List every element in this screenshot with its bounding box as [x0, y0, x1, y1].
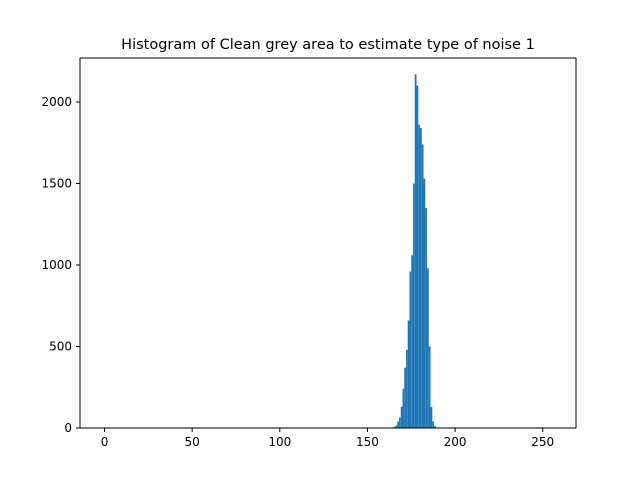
chart-title: Histogram of Clean grey area to estimate… [121, 37, 535, 53]
x-tick-label: 250 [531, 435, 554, 449]
y-tick-label: 1000 [41, 258, 72, 272]
histogram-bar [395, 425, 398, 428]
histogram-bar [427, 268, 429, 428]
x-tick-label: 150 [356, 435, 379, 449]
histogram-bar [428, 346, 431, 428]
x-tick-label: 50 [185, 435, 200, 449]
y-tick-label: 2000 [41, 95, 72, 109]
histogram-bar [425, 207, 428, 428]
histogram-bar [397, 421, 399, 428]
x-tick-label: 200 [444, 435, 467, 449]
histogram-bar [430, 406, 433, 428]
histogram-bar [402, 388, 405, 428]
histogram-bar [398, 417, 401, 428]
histogram-bar [393, 426, 396, 428]
y-tick-label: 0 [64, 421, 72, 435]
x-tick-label: 0 [101, 435, 109, 449]
histogram-bar [418, 124, 421, 429]
histogram-bar [400, 406, 403, 428]
histogram-bar [407, 320, 410, 428]
histogram-bar [423, 178, 426, 428]
histogram-bar [409, 271, 412, 428]
histogram-bar [404, 367, 406, 428]
histogram-bar [405, 349, 408, 428]
histogram-bar [421, 144, 424, 428]
bars-layer [391, 74, 438, 429]
histogram-bar [420, 128, 422, 428]
plot-frame [79, 57, 577, 429]
histogram-bar [414, 74, 417, 428]
histogram-bar [432, 421, 435, 428]
histogram-bar [413, 183, 415, 428]
y-tick-label: 500 [49, 340, 72, 354]
x-tick-label: 100 [268, 435, 291, 449]
histogram-bar [434, 426, 436, 428]
histogram-bar [416, 85, 419, 428]
ticks-layer: 0 50 100 150 200 250 0 500 1000 1500 2000 [41, 95, 554, 449]
y-tick-label: 1500 [41, 177, 72, 191]
histogram-bar [411, 255, 414, 428]
